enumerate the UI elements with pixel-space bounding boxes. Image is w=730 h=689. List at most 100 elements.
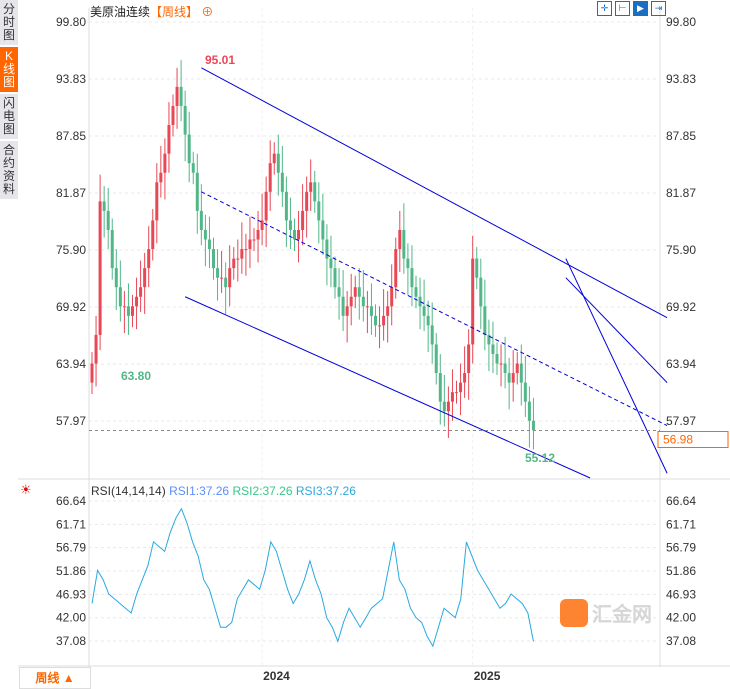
- candle-body: [414, 287, 418, 297]
- candle-body: [382, 315, 386, 326]
- candle-body: [155, 182, 159, 221]
- fit-icon[interactable]: ⊢: [615, 1, 630, 16]
- rsi-tick-right: 51.86: [666, 564, 696, 578]
- candle-body: [183, 105, 187, 135]
- candle-body: [244, 249, 248, 251]
- candle-body: [122, 306, 126, 308]
- candle-body: [94, 334, 98, 364]
- candle-body: [479, 277, 483, 307]
- y-tick-right: 75.90: [666, 243, 696, 257]
- candle-body: [369, 306, 373, 316]
- period-button[interactable]: 周线 ▲: [19, 667, 91, 689]
- high-label: 95.01: [205, 53, 235, 67]
- tab-contract-info[interactable]: 合约资料: [0, 141, 18, 199]
- candle-body: [276, 153, 280, 173]
- candle-body: [495, 353, 499, 364]
- y-tick-right: 81.87: [666, 186, 696, 200]
- candle-body: [471, 258, 475, 345]
- candle-body: [106, 210, 110, 230]
- candle-body: [118, 287, 122, 307]
- candle-body: [139, 287, 143, 297]
- plus-circle-icon[interactable]: ⊕: [198, 5, 214, 19]
- candle-body: [426, 315, 430, 326]
- candle-body: [394, 249, 398, 288]
- candle-body: [293, 229, 296, 240]
- candle-body: [256, 229, 260, 240]
- candle-body: [487, 334, 491, 345]
- rsi3: RSI3:37.26: [295, 484, 356, 498]
- candle-body: [163, 153, 167, 173]
- candle-body: [507, 373, 511, 383]
- candle-body: [325, 239, 329, 259]
- candle-body: [175, 86, 179, 106]
- rsi-tick-left: 37.08: [56, 634, 86, 648]
- rsi-tick-right: 56.79: [666, 541, 696, 555]
- tab-flash[interactable]: 闪电图: [0, 94, 18, 139]
- candle-body: [305, 191, 309, 211]
- candle-body: [284, 191, 288, 221]
- low-label: 63.80: [121, 369, 151, 383]
- rsi-tick-right: 61.71: [666, 517, 696, 531]
- candle-body: [491, 344, 495, 354]
- candle-body: [90, 363, 94, 383]
- candle-body: [345, 306, 349, 316]
- rsi-tick-left: 66.64: [56, 494, 86, 508]
- rsi-title: RSI(14,14,14): [91, 484, 166, 498]
- rsi1: RSI1:37.26: [169, 484, 230, 498]
- trend-line: [565, 277, 668, 383]
- scroll-right-icon[interactable]: ▶: [633, 1, 648, 16]
- x-tick-label: 2025: [474, 669, 501, 683]
- candle-body: [410, 268, 414, 288]
- candle-body: [527, 401, 531, 421]
- rsi-tick-right: 37.08: [666, 634, 696, 648]
- candle-body: [386, 306, 390, 316]
- tab-kline[interactable]: K线图: [0, 47, 18, 92]
- candle-body: [519, 363, 523, 383]
- candle-body: [272, 153, 276, 164]
- candle-body: [199, 210, 203, 230]
- crosshair-icon[interactable]: ✛: [597, 1, 612, 16]
- y-tick-left: 57.97: [56, 414, 86, 428]
- rsi-legend: RSI(14,14,14) RSI1:37.26 RSI2:37.26 RSI3…: [91, 484, 356, 498]
- exit-icon[interactable]: ⇥: [651, 1, 666, 16]
- candle-body: [220, 277, 224, 279]
- candle-body: [349, 296, 353, 307]
- rsi-tick-left: 42.00: [56, 611, 86, 625]
- candle-body: [179, 86, 183, 106]
- candle-body: [329, 258, 333, 269]
- candle-body: [357, 287, 361, 297]
- candle-body: [422, 306, 426, 316]
- candle-body: [467, 344, 471, 374]
- candle-body: [98, 201, 102, 335]
- candle-body: [240, 249, 244, 259]
- candle-body: [102, 201, 106, 211]
- candle-body: [171, 105, 175, 126]
- tab-intraday[interactable]: 分时图: [0, 0, 18, 45]
- y-tick-left: 69.92: [56, 300, 86, 314]
- chart-title: 美原油连续【周线】 ⊕: [90, 3, 213, 20]
- candle-body: [374, 315, 377, 326]
- watermark-text: 汇金网: [592, 604, 652, 626]
- rsi-tick-right: 46.93: [666, 587, 696, 601]
- y-tick-right: 63.94: [666, 357, 696, 371]
- watermark-logo: [560, 598, 588, 627]
- candle-body: [511, 373, 515, 383]
- candle-body: [459, 382, 463, 393]
- candle-body: [232, 258, 236, 269]
- candle-body: [361, 296, 365, 307]
- candle-body: [531, 420, 535, 431]
- candle-body: [503, 363, 507, 374]
- y-tick-left: 99.80: [56, 15, 86, 29]
- rsi-line: [91, 507, 534, 648]
- candle-body: [301, 210, 305, 230]
- candle-body: [309, 182, 313, 192]
- candle-body: [268, 163, 272, 192]
- candle-body: [523, 382, 527, 402]
- candle-body: [353, 287, 357, 297]
- candle-body: [483, 306, 487, 335]
- sidebar: 分时图 K线图 闪电图 合约资料: [0, 0, 18, 201]
- candle-body: [446, 401, 450, 412]
- candle-body: [455, 392, 458, 394]
- candle-body: [337, 287, 341, 297]
